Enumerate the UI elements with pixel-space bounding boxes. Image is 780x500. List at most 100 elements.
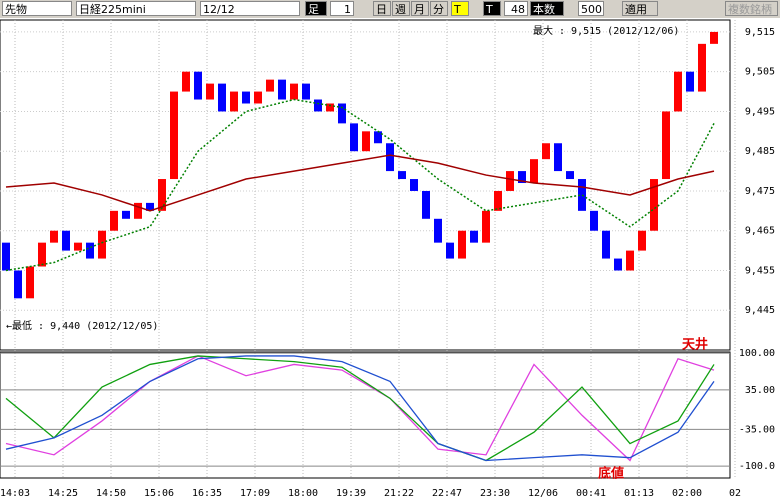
candle: [626, 250, 634, 271]
candle: [158, 179, 166, 211]
bottom-label: 底値: [598, 466, 624, 482]
minute-button[interactable]: 分: [430, 1, 448, 16]
candle: [266, 79, 274, 92]
candle: [602, 230, 610, 259]
bar-label: 足: [305, 1, 327, 16]
ma-line: [5, 98, 715, 272]
candle: [410, 179, 418, 191]
candle: [194, 71, 202, 100]
candle: [686, 71, 694, 92]
x-tick-label: 18:00: [288, 488, 318, 499]
symbol-select[interactable]: 日経225mini: [76, 1, 196, 16]
candle: [98, 230, 106, 259]
week-button[interactable]: 週: [392, 1, 410, 16]
tick-button-2[interactable]: T: [483, 1, 501, 16]
candle: [506, 171, 514, 191]
candle: [278, 79, 286, 100]
x-tick-label: 22:47: [432, 488, 462, 499]
toolbar: 先物 日経225mini 12/12 足 1 日 週 月 分 T T 48 本数…: [0, 0, 780, 18]
apply-button[interactable]: 適用: [622, 1, 658, 16]
candle: [482, 210, 490, 243]
x-tick-label: 19:39: [336, 488, 366, 499]
candle: [374, 131, 382, 144]
y-tick-label: 9,485: [745, 146, 775, 157]
candle: [434, 218, 442, 243]
candle: [26, 266, 34, 299]
y-tick-label: 9,455: [745, 265, 775, 276]
x-tick-label: 16:35: [192, 488, 222, 499]
month-button[interactable]: 月: [411, 1, 429, 16]
candle: [134, 202, 142, 219]
osc-line: [5, 355, 715, 462]
candle: [86, 242, 94, 259]
bar-size[interactable]: 1: [330, 1, 354, 16]
x-tick-label: 17:09: [240, 488, 270, 499]
candle: [254, 91, 262, 104]
candle: [50, 230, 58, 243]
y-tick-label: 9,475: [745, 186, 775, 197]
candle: [590, 210, 598, 231]
candle: [470, 230, 478, 243]
price-panel: [0, 19, 731, 351]
candle: [110, 210, 118, 231]
candle: [74, 242, 82, 251]
candle: [122, 210, 130, 219]
candle: [170, 91, 178, 180]
candle: [242, 91, 250, 104]
candle: [326, 103, 334, 112]
candle: [566, 171, 574, 180]
x-tick-label: 14:50: [96, 488, 126, 499]
candle: [62, 230, 70, 251]
y-tick-label: 9,495: [745, 106, 775, 117]
y-tick-label: 9,445: [745, 305, 775, 316]
x-tick-label: 14:25: [48, 488, 78, 499]
y-tick-label: -100.0: [739, 461, 775, 472]
candle: [698, 43, 706, 92]
candle: [350, 123, 358, 152]
candle: [314, 99, 322, 112]
candle: [662, 111, 670, 180]
candle: [398, 171, 406, 180]
osc-line: [5, 355, 715, 462]
candle: [338, 103, 346, 124]
candle: [230, 91, 238, 112]
candle: [518, 171, 526, 184]
candle: [710, 31, 718, 44]
day-button[interactable]: 日: [373, 1, 391, 16]
y-tick-label: 9,505: [745, 67, 775, 78]
x-tick-label: 21:22: [384, 488, 414, 499]
candle: [2, 242, 10, 271]
osc-line: [5, 355, 715, 462]
candle: [446, 242, 454, 259]
candle: [554, 143, 562, 172]
min-label: ←最低 : 9,440 (2012/12/05): [6, 319, 158, 332]
y-tick-label: 9,515: [745, 27, 775, 38]
candle: [362, 131, 370, 152]
count-label: 本数: [530, 1, 564, 16]
y-tick-label: 35.00: [745, 385, 775, 396]
candle: [182, 71, 190, 92]
market-select[interactable]: 先物: [2, 1, 72, 16]
candle: [614, 258, 622, 271]
candle: [302, 83, 310, 100]
x-tick-label: 02: [729, 488, 741, 499]
bars-input[interactable]: 500: [578, 1, 604, 16]
y-tick-label: -35.00: [739, 424, 775, 435]
contract-select[interactable]: 12/12: [200, 1, 300, 16]
candle: [290, 83, 298, 100]
tick-button[interactable]: T: [451, 1, 469, 16]
candle: [206, 83, 214, 100]
multi-button[interactable]: 複数銘柄: [725, 1, 778, 16]
candle: [674, 71, 682, 112]
y-tick-label: 100.00: [739, 348, 775, 359]
candle: [386, 143, 394, 172]
count-input[interactable]: 48: [504, 1, 528, 16]
candle: [650, 179, 658, 231]
max-label: 最大 : 9,515 (2012/12/06): [533, 24, 679, 37]
candle: [542, 143, 550, 160]
x-tick-label: 02:00: [672, 488, 702, 499]
candle: [218, 83, 226, 112]
candle: [458, 230, 466, 259]
candle: [530, 159, 538, 184]
